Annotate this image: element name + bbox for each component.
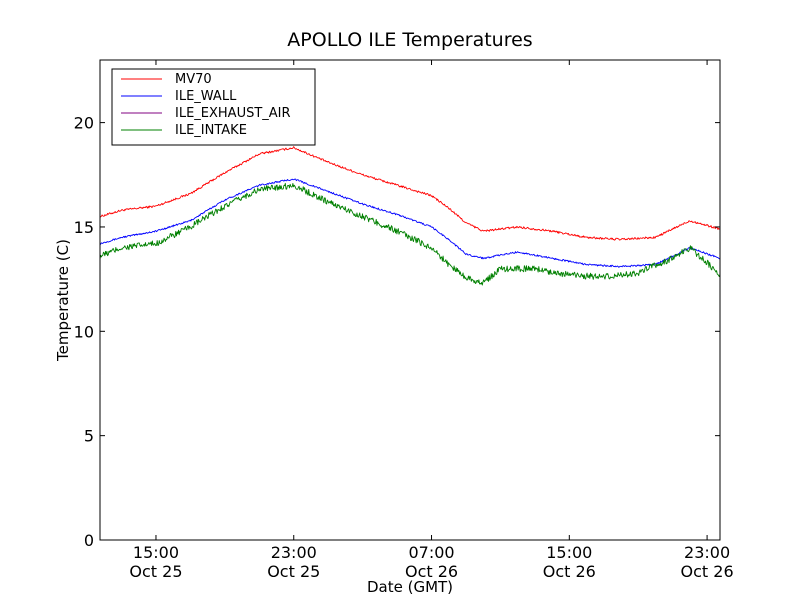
x-tick-label-date: Oct 26 bbox=[543, 562, 596, 581]
series-line-ile-wall bbox=[99, 178, 721, 268]
x-axis-label: Date (GMT) bbox=[367, 578, 453, 596]
plot-frame bbox=[99, 59, 721, 541]
y-tick-label: 5 bbox=[84, 427, 94, 446]
x-tick-label-date: Oct 25 bbox=[129, 562, 182, 581]
x-tick-label-time: 07:00 bbox=[408, 543, 454, 562]
y-tick-label: 20 bbox=[74, 114, 94, 133]
x-tick-label-date: Oct 26 bbox=[405, 562, 458, 581]
legend-frame bbox=[111, 68, 316, 146]
series-line-mv70 bbox=[99, 146, 721, 241]
x-tick-label-time: 15:00 bbox=[133, 543, 179, 562]
x-tick-label-time: 23:00 bbox=[684, 543, 730, 562]
y-tick-label: 15 bbox=[74, 218, 94, 237]
chart-title: APOLLO ILE Temperatures bbox=[287, 29, 532, 51]
legend: MV70 ILE_WALL ILE_EXHAUST_AIR ILE_INTAKE bbox=[111, 68, 316, 146]
y-tick-label: 10 bbox=[74, 322, 94, 341]
x-tick-label-date: Oct 25 bbox=[267, 562, 320, 581]
legend-label: ILE_INTAKE bbox=[175, 123, 247, 138]
legend-label: ILE_WALL bbox=[175, 89, 237, 104]
y-axis: 0 5 10 15 20 bbox=[74, 114, 720, 550]
x-tick-label-time: 23:00 bbox=[271, 543, 317, 562]
x-tick-label-date: Oct 26 bbox=[681, 562, 734, 581]
legend-label: ILE_EXHAUST_AIR bbox=[175, 106, 291, 121]
series-line-ile-intake bbox=[99, 182, 721, 286]
x-tick-label-time: 15:00 bbox=[546, 543, 592, 562]
y-tick-label: 0 bbox=[84, 531, 94, 550]
series-layer bbox=[99, 146, 721, 286]
y-axis-label: Temperature (C) bbox=[54, 239, 72, 362]
legend-label: MV70 bbox=[175, 72, 212, 87]
